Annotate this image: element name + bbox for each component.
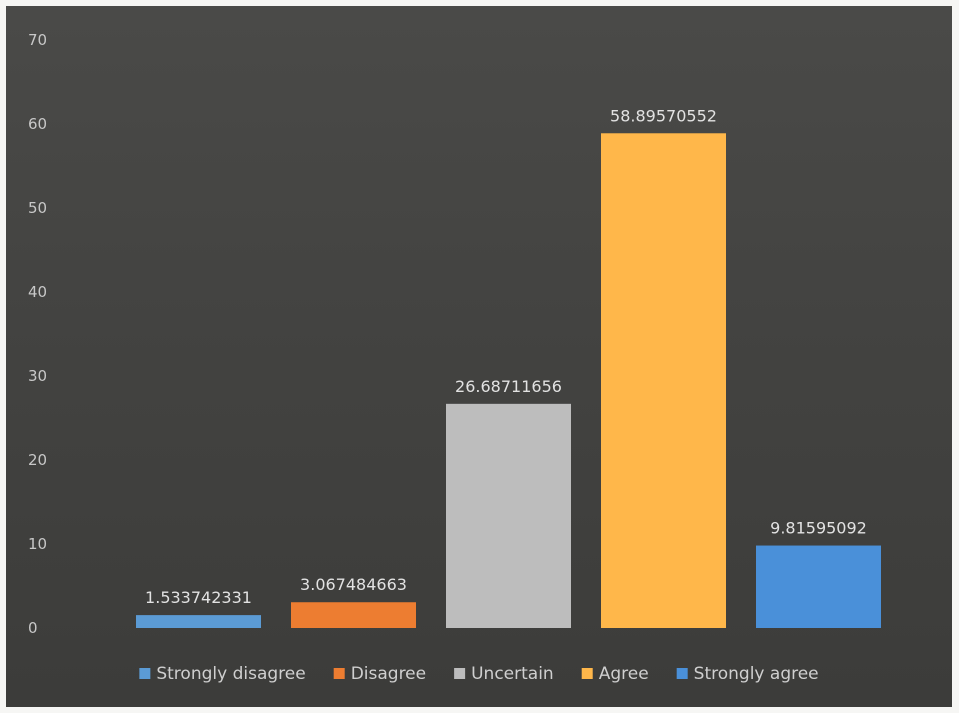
legend-label: Agree [599,664,649,684]
y-tick-label: 70 [28,31,47,49]
y-tick-label: 0 [28,619,38,637]
legend-swatch [581,668,593,679]
data-label: 26.68711656 [455,377,562,396]
data-label: 9.81595092 [770,519,867,538]
y-tick-label: 20 [28,451,47,469]
y-tick-label: 40 [28,283,47,301]
y-tick-label: 10 [28,535,47,553]
bar-uncertain [446,403,571,628]
bar-chart: 0 10 20 30 40 50 60 70 1.533742331 3.067484663 26… [28,31,881,684]
legend-label: Disagree [351,664,426,684]
legend-label: Strongly disagree [156,664,305,684]
bar-disagree [291,602,416,628]
legend-swatch [676,668,688,679]
chart-area: 0 10 20 30 40 50 60 70 1.533742331 3.067484663 26… [6,6,952,707]
y-tick-label: 60 [28,115,47,133]
bar-strongly-agree [756,545,881,628]
bar-strongly-disagree [136,615,261,628]
legend-label: Strongly agree [694,664,819,684]
data-label: 1.533742331 [145,588,252,607]
y-tick-label: 30 [28,367,47,385]
legend-label: Uncertain [471,664,554,684]
bars [136,133,881,629]
legend: Strongly disagree Disagree Uncertain Agree S… [139,664,819,684]
legend-swatch [139,668,151,679]
bar-agree [601,133,726,629]
legend-swatch [333,668,345,679]
y-axis: 0 10 20 30 40 50 60 70 [28,31,47,637]
data-labels: 1.533742331 3.067484663 26.68711656 58.8957… [145,106,867,607]
data-label: 3.067484663 [300,575,407,594]
y-tick-label: 50 [28,199,47,217]
legend-swatch [454,668,466,679]
data-label: 58.89570552 [610,106,717,125]
